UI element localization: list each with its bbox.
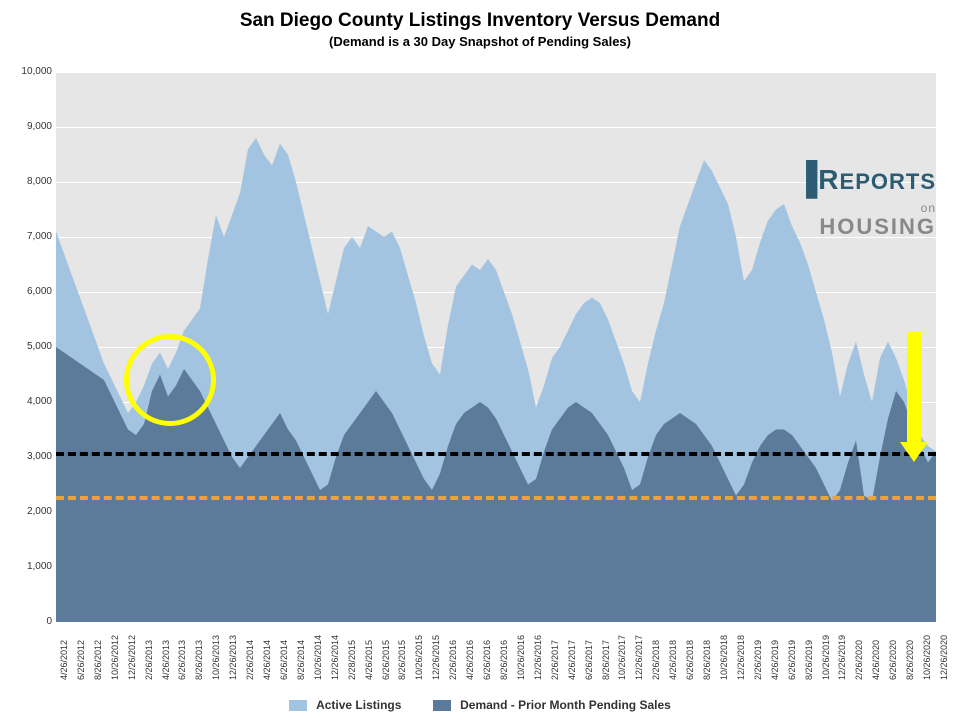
xtick-label: 8/26/2020 <box>905 640 915 680</box>
ytick-label: 8,000 <box>14 176 52 187</box>
xtick-label: 4/26/2019 <box>770 640 780 680</box>
xtick-label: 10/26/2020 <box>922 635 932 680</box>
arrow-icon <box>894 332 934 466</box>
xtick-label: 12/26/2013 <box>228 635 238 680</box>
ytick-label: 5,000 <box>14 341 52 352</box>
xtick-label: 2/26/2017 <box>550 640 560 680</box>
ytick-label: 6,000 <box>14 286 52 297</box>
xtick-label: 12/26/2017 <box>634 635 644 680</box>
legend-label-active: Active Listings <box>316 698 401 712</box>
ytick-label: 7,000 <box>14 231 52 242</box>
highlight-circle <box>124 334 216 426</box>
xtick-label: 10/26/2017 <box>617 635 627 680</box>
xtick-label: 4/26/2020 <box>871 640 881 680</box>
chart-container: San Diego County Listings Inventory Vers… <box>0 0 960 720</box>
xtick-label: 10/26/2016 <box>516 635 526 680</box>
chart-subtitle: (Demand is a 30 Day Snapshot of Pending … <box>0 34 960 49</box>
xtick-label: 2/26/2020 <box>854 640 864 680</box>
xtick-label: 6/26/2012 <box>76 640 86 680</box>
plot-area: ▐REPORTS onHOUSING <box>56 72 936 622</box>
xtick-label: 6/26/2013 <box>177 640 187 680</box>
xtick-label: 4/26/2015 <box>364 640 374 680</box>
xtick-label: 2/28/2015 <box>347 640 357 680</box>
xtick-label: 12/26/2018 <box>736 635 746 680</box>
xtick-label: 6/26/2015 <box>381 640 391 680</box>
ytick-label: 1,000 <box>14 561 52 572</box>
ytick-label: 2,000 <box>14 506 52 517</box>
xtick-label: 10/26/2018 <box>719 635 729 680</box>
legend: Active Listings Demand - Prior Month Pen… <box>0 698 960 712</box>
xtick-label: 8/26/2012 <box>93 640 103 680</box>
reference-line <box>56 452 936 456</box>
xtick-label: 10/26/2014 <box>313 635 323 680</box>
xtick-label: 4/26/2016 <box>465 640 475 680</box>
legend-item-demand: Demand - Prior Month Pending Sales <box>433 698 671 712</box>
xtick-label: 12/26/2016 <box>533 635 543 680</box>
xtick-label: 2/26/2019 <box>753 640 763 680</box>
gridline <box>56 622 936 623</box>
xtick-label: 8/26/2013 <box>194 640 204 680</box>
reference-line <box>56 496 936 500</box>
xtick-label: 10/26/2015 <box>414 635 424 680</box>
xtick-label: 12/26/2019 <box>837 635 847 680</box>
xtick-label: 4/26/2014 <box>262 640 272 680</box>
legend-swatch-active <box>289 700 307 711</box>
ytick-label: 4,000 <box>14 396 52 407</box>
xtick-label: 6/26/2014 <box>279 640 289 680</box>
xtick-label: 4/26/2012 <box>59 640 69 680</box>
xtick-label: 2/26/2018 <box>651 640 661 680</box>
xtick-label: 8/26/2014 <box>296 640 306 680</box>
xtick-label: 10/26/2019 <box>821 635 831 680</box>
xtick-label: 12/26/2015 <box>431 635 441 680</box>
xtick-label: 2/26/2014 <box>245 640 255 680</box>
xtick-label: 6/26/2019 <box>787 640 797 680</box>
brand-logo: ▐REPORTS onHOUSING <box>776 162 936 238</box>
xtick-label: 6/26/2016 <box>482 640 492 680</box>
xtick-label: 12/26/2012 <box>127 635 137 680</box>
legend-item-active: Active Listings <box>289 698 401 712</box>
xtick-label: 8/26/2018 <box>702 640 712 680</box>
ytick-label: 10,000 <box>14 66 52 77</box>
legend-swatch-demand <box>433 700 451 711</box>
xtick-label: 2/26/2013 <box>144 640 154 680</box>
xtick-label: 4/26/2013 <box>161 640 171 680</box>
ytick-label: 0 <box>14 616 52 627</box>
xtick-label: 8/26/2019 <box>804 640 814 680</box>
legend-label-demand: Demand - Prior Month Pending Sales <box>460 698 671 712</box>
xtick-label: 4/26/2018 <box>668 640 678 680</box>
xtick-label: 6/26/2020 <box>888 640 898 680</box>
xtick-label: 6/26/2018 <box>685 640 695 680</box>
xtick-label: 10/26/2012 <box>110 635 120 680</box>
chart-title: San Diego County Listings Inventory Vers… <box>0 0 960 32</box>
xtick-label: 2/26/2016 <box>448 640 458 680</box>
xtick-label: 6/26/2017 <box>584 640 594 680</box>
xtick-label: 8/26/2016 <box>499 640 509 680</box>
xtick-label: 12/26/2014 <box>330 635 340 680</box>
ytick-label: 9,000 <box>14 121 52 132</box>
xtick-label: 10/26/2013 <box>211 635 221 680</box>
xtick-label: 4/26/2017 <box>567 640 577 680</box>
xtick-label: 8/26/2017 <box>601 640 611 680</box>
xtick-label: 8/26/2015 <box>397 640 407 680</box>
xtick-label: 12/26/2020 <box>939 635 949 680</box>
ytick-label: 3,000 <box>14 451 52 462</box>
